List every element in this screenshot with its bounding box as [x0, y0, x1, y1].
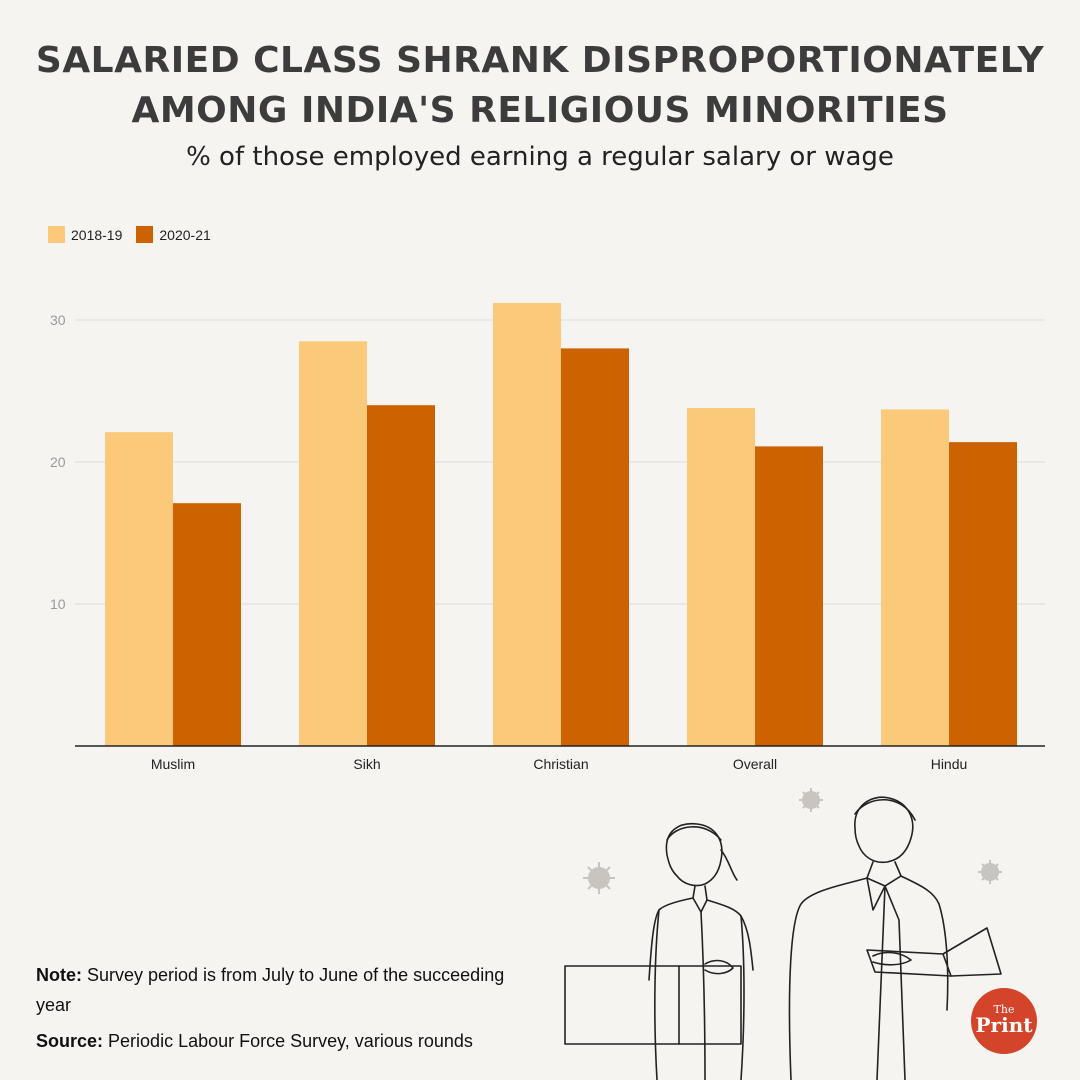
legend: 2018-19 2020-21 [48, 226, 211, 243]
note-text: Survey period is from July to June of th… [36, 965, 505, 1015]
source: Source: Periodic Labour Force Survey, va… [36, 1026, 536, 1056]
bar-sikh-2018-19 [299, 341, 367, 746]
logo-line-2: Print [975, 1013, 1033, 1037]
source-label: Source: [36, 1031, 104, 1051]
footer: Note: Survey period is from July to June… [36, 960, 536, 1062]
bar-muslim-2020-21 [173, 503, 241, 746]
bar-muslim-2018-19 [105, 432, 173, 746]
x-tick-label: Overall [733, 756, 777, 772]
bar-hindu-2020-21 [949, 442, 1017, 746]
bar-christian-2020-21 [561, 348, 629, 746]
x-tick-label: Sikh [353, 756, 380, 772]
people-illustration [564, 788, 1002, 1080]
theprint-logo: The Print [971, 988, 1037, 1054]
source-text: Periodic Labour Force Survey, various ro… [103, 1031, 473, 1051]
y-tick-label: 20 [50, 454, 66, 470]
chart-title: SALARIED CLASS SHRANK DISPROPORTIONATELY… [0, 36, 1080, 136]
y-tick-label: 10 [50, 596, 66, 612]
legend-item-2018: 2018-19 [48, 226, 122, 243]
note: Note: Survey period is from July to June… [36, 960, 536, 1020]
y-tick-label: 30 [50, 312, 66, 328]
x-tick-label: Hindu [931, 756, 968, 772]
x-tick-label: Christian [533, 756, 588, 772]
bar-sikh-2020-21 [367, 405, 435, 746]
legend-label-2018: 2018-19 [71, 226, 123, 243]
legend-item-2020: 2020-21 [136, 226, 211, 243]
legend-swatch-2020 [136, 226, 154, 243]
legend-label-2020: 2020-21 [159, 226, 211, 243]
bar-overall-2020-21 [755, 446, 823, 746]
note-label: Note: [36, 965, 82, 985]
legend-swatch-2018 [48, 226, 65, 243]
bar-christian-2018-19 [493, 302, 561, 746]
logo-line-1: The [993, 1003, 1015, 1016]
bar-chart: 10 20 30 Muslim Sikh Christian Overall Hindu [50, 302, 1045, 772]
x-tick-label: Muslim [151, 756, 195, 772]
title-line-1: SALARIED CLASS SHRANK DISPROPORTIONATELY [35, 40, 1045, 81]
bar-hindu-2018-19 [881, 409, 949, 746]
title-line-2: AMONG INDIA'S RELIGIOUS MINORITIES [131, 90, 949, 131]
bar-overall-2018-19 [687, 408, 755, 746]
chart-subtitle: % of those employed earning a regular sa… [186, 142, 894, 172]
virus-icon [583, 788, 1002, 894]
